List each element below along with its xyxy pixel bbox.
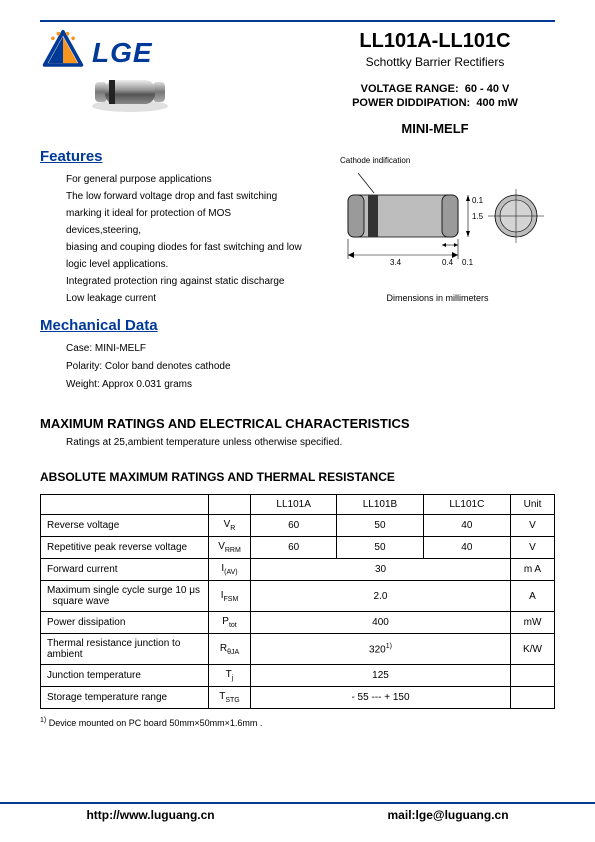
part-title: LL101A-LL101C: [315, 30, 555, 53]
feature-line: Low leakage current: [66, 290, 308, 307]
mechanical-body: Case: MINI-MELF Polarity: Color band den…: [40, 340, 308, 394]
param-symbol: VRRM: [209, 537, 251, 559]
param-value: 400: [251, 612, 511, 634]
feature-line: Integrated protection ring against stati…: [66, 273, 308, 290]
param-value: 40: [423, 515, 510, 537]
param-value: 3201): [251, 634, 511, 665]
package-name: MINI-MELF: [315, 121, 555, 136]
svg-text:1.5: 1.5: [472, 212, 484, 221]
param-name: Maximum single cycle surge 10 μs square …: [41, 581, 209, 612]
fn-text: Device mounted on PC board 50mm×50mm×1.6…: [49, 718, 263, 728]
table-row: Forward currentI(AV)30m A: [41, 559, 555, 581]
feature-line: marking it ideal for protection of MOS d…: [66, 205, 308, 239]
param-unit: m A: [511, 559, 555, 581]
param-symbol: Tj: [209, 665, 251, 687]
power-label: POWER DIDDIPATION:: [352, 97, 470, 109]
param-name: Power dissipation: [41, 612, 209, 634]
param-unit: V: [511, 515, 555, 537]
param-symbol: RθJA: [209, 634, 251, 665]
param-symbol: I(AV): [209, 559, 251, 581]
voltage-value: 60 - 40 V: [465, 83, 510, 95]
th-part: LL101B: [337, 495, 423, 515]
param-value: 125: [251, 665, 511, 687]
th-part: LL101A: [251, 495, 337, 515]
th-part: LL101C: [423, 495, 510, 515]
voltage-label: VOLTAGE RANGE:: [361, 83, 459, 95]
dim-len: 3.4: [390, 258, 402, 267]
logo-icon: [40, 30, 86, 76]
footer-mail: mail:lge@luguang.cn: [388, 808, 509, 822]
param-unit: [511, 687, 555, 709]
svg-text:0.1: 0.1: [472, 196, 484, 205]
param-name: Forward current: [41, 559, 209, 581]
mech-case: Case: MINI-MELF: [66, 340, 308, 358]
param-value: - 55 --- + 150: [251, 687, 511, 709]
param-value: 30: [251, 559, 511, 581]
svg-text:0.1: 0.1: [462, 258, 474, 267]
feature-line: logic level applications.: [66, 256, 308, 273]
param-name: Repetitive peak reverse voltage: [41, 537, 209, 559]
footnote: 1) Device mounted on PC board 50mm×50mm×…: [40, 717, 555, 728]
footer-url: http://www.luguang.cn: [86, 808, 214, 822]
table-heading: ABSOLUTE MAXIMUM RATINGS AND THERMAL RES…: [40, 470, 555, 484]
svg-text:0.4: 0.4: [442, 258, 454, 267]
mech-weight: Weight: Approx 0.031 grams: [66, 376, 308, 394]
param-value: 2.0: [251, 581, 511, 612]
package-diagram: 3.4 0.4 0.1 1.5 0.1: [328, 165, 548, 285]
cathode-label: Cathode indification: [340, 156, 410, 165]
param-unit: mW: [511, 612, 555, 634]
feature-line: biasing and couping diodes for fast swit…: [66, 239, 308, 256]
ratings-table: LL101A LL101B LL101C Unit Reverse voltag…: [40, 494, 555, 709]
param-value: 50: [337, 537, 423, 559]
top-rule: [40, 20, 555, 22]
param-unit: A: [511, 581, 555, 612]
param-unit: V: [511, 537, 555, 559]
param-name: Junction temperature: [41, 665, 209, 687]
table-row: Power dissipationPtot400mW: [41, 612, 555, 634]
logo-block: LGE: [40, 30, 175, 114]
footer: http://www.luguang.cn mail:lge@luguang.c…: [0, 802, 595, 822]
table-row: Thermal resistance junction to ambientRθ…: [41, 634, 555, 665]
param-unit: [511, 665, 555, 687]
power-value: 400 mW: [476, 97, 518, 109]
fn-marker: 1): [40, 717, 46, 724]
table-row: Repetitive peak reverse voltageVRRM60504…: [41, 537, 555, 559]
table-row: Junction temperatureTj125: [41, 665, 555, 687]
param-value: 60: [251, 515, 337, 537]
param-name: Thermal resistance junction to ambient: [41, 634, 209, 665]
param-symbol: Ptot: [209, 612, 251, 634]
param-symbol: VR: [209, 515, 251, 537]
th-blank: [41, 495, 209, 515]
mech-polarity: Polarity: Color band denotes cathode: [66, 358, 308, 376]
param-symbol: TSTG: [209, 687, 251, 709]
param-value: 40: [423, 537, 510, 559]
param-value: 50: [337, 515, 423, 537]
param-symbol: IFSM: [209, 581, 251, 612]
main-heading: MAXIMUM RATINGS AND ELECTRICAL CHARACTER…: [40, 416, 555, 431]
main-sub: Ratings at 25,ambient temperature unless…: [40, 437, 555, 448]
feature-line: The low forward voltage drop and fast sw…: [66, 188, 308, 205]
feature-line: For general purpose applications: [66, 171, 308, 188]
param-name: Reverse voltage: [41, 515, 209, 537]
table-row: Maximum single cycle surge 10 μs square …: [41, 581, 555, 612]
component-photo: [85, 68, 175, 114]
mechanical-heading: Mechanical Data: [40, 317, 308, 334]
th-blank: [209, 495, 251, 515]
table-row: Storage temperature rangeTSTG- 55 --- + …: [41, 687, 555, 709]
part-subtitle: Schottky Barrier Rectifiers: [315, 55, 555, 69]
title-block: LL101A-LL101C Schottky Barrier Rectifier…: [315, 30, 555, 136]
dim-note: Dimensions in millimeters: [386, 293, 488, 303]
table-row: Reverse voltageVR605040V: [41, 515, 555, 537]
features-heading: Features: [40, 148, 308, 165]
brand-name: LGE: [92, 37, 153, 69]
param-name: Storage temperature range: [41, 687, 209, 709]
param-unit: K/W: [511, 634, 555, 665]
features-body: For general purpose applications The low…: [40, 171, 308, 307]
param-value: 60: [251, 537, 337, 559]
th-unit: Unit: [511, 495, 555, 515]
